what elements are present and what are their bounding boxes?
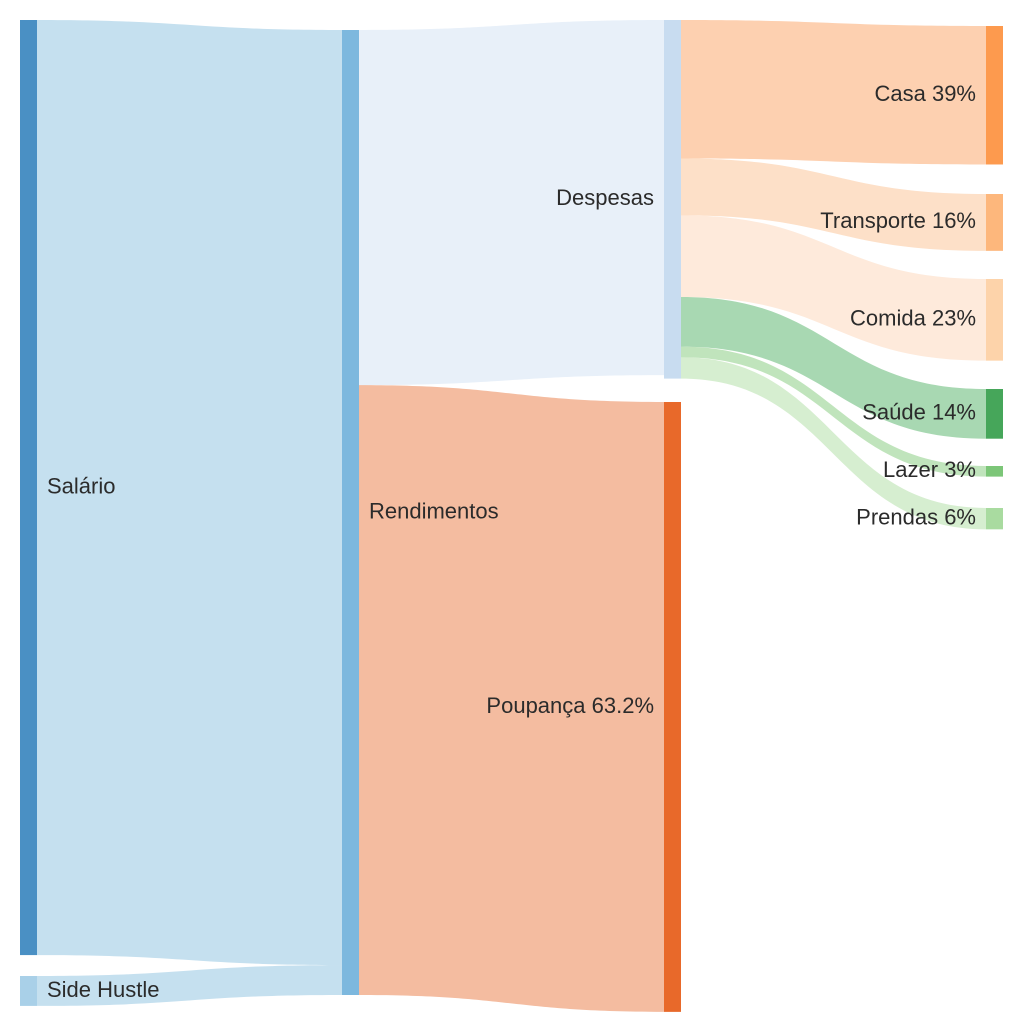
node-transporte (986, 194, 1003, 251)
node-casa (986, 26, 1003, 165)
node-label-poupanca: Poupança 63.2% (486, 693, 654, 718)
node-prendas (986, 508, 1003, 530)
sankey-labels: Salário Side Hustle Rendimentos Despesas Pou… (47, 81, 976, 1002)
link-side-rendimentos (37, 965, 342, 1006)
node-comida (986, 279, 1003, 361)
node-saude (986, 389, 1003, 439)
link-rendimentos-poupanca (359, 385, 664, 1012)
node-label-comida: Comida 23% (850, 306, 976, 331)
node-label-lazer: Lazer 3% (883, 457, 976, 482)
node-label-despesas: Despesas (556, 185, 654, 210)
link-despesas-lazer (681, 346, 986, 477)
link-despesas-prendas (681, 357, 986, 530)
node-lazer (986, 466, 1003, 477)
sankey-links (37, 20, 986, 1012)
node-label-saude: Saúde 14% (862, 400, 976, 425)
node-label-rendimentos: Rendimentos (369, 498, 499, 523)
node-label-salario: Salário (47, 473, 115, 498)
node-salario (20, 20, 37, 956)
node-despesas (664, 20, 681, 379)
node-label-prendas: Prendas 6% (856, 504, 976, 529)
sankey-nodes (20, 20, 1003, 1012)
node-rendimentos (342, 30, 359, 995)
node-label-transporte: Transporte 16% (820, 208, 976, 233)
node-poupanca (664, 402, 681, 1012)
node-label-side: Side Hustle (47, 977, 160, 1002)
link-despesas-casa (681, 20, 986, 165)
link-despesas-comida (681, 215, 986, 361)
link-salario-rendimentos (37, 20, 342, 966)
node-label-casa: Casa 39% (874, 81, 976, 106)
link-despesas-transporte (681, 158, 986, 251)
link-rendimentos-despesas (359, 20, 664, 386)
node-side (20, 976, 37, 1006)
link-despesas-saude (681, 296, 986, 439)
